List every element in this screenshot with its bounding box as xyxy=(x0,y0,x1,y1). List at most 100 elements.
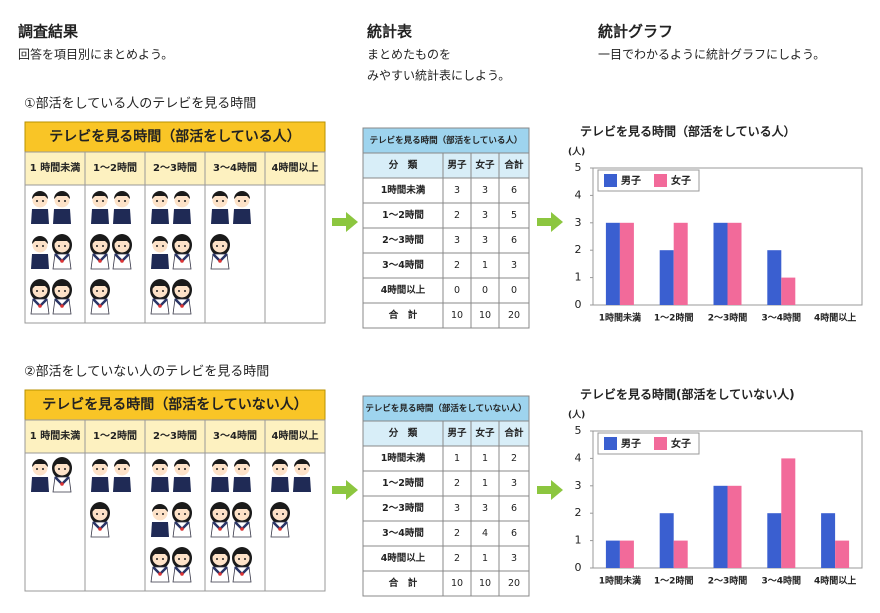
eye xyxy=(36,290,38,292)
boy-icon xyxy=(173,191,191,224)
table-label: 1～2時間 xyxy=(382,209,424,221)
eye xyxy=(156,245,158,247)
face xyxy=(152,282,168,298)
eye xyxy=(184,245,186,247)
table-number: 10 xyxy=(451,578,463,589)
hair-top xyxy=(92,191,108,199)
boy-icon xyxy=(173,459,191,492)
eye xyxy=(216,468,218,470)
table-number: 2 xyxy=(454,210,460,221)
eye xyxy=(178,468,180,470)
table-number: 2 xyxy=(454,528,460,539)
table-number: 6 xyxy=(511,528,517,539)
uniform xyxy=(91,477,109,492)
face xyxy=(272,460,288,476)
hair-top xyxy=(32,281,48,289)
hair-top xyxy=(212,549,228,557)
table-number: 6 xyxy=(511,503,517,514)
ribbon xyxy=(120,259,124,263)
girl-icon xyxy=(210,547,230,583)
tally-title: テレビを見る時間（部活をしていない人） xyxy=(42,396,308,413)
eye xyxy=(178,558,180,560)
girl-icon xyxy=(210,502,230,538)
eye xyxy=(178,290,180,292)
table-col-bg xyxy=(362,420,530,447)
eye xyxy=(178,513,180,515)
y-tick-label: 4 xyxy=(575,451,582,464)
eye xyxy=(118,468,120,470)
header-line: まとめたものを xyxy=(367,48,451,62)
face xyxy=(272,505,288,521)
table-title: テレビを見る時間（部活をしている人） xyxy=(370,135,523,146)
face xyxy=(92,282,108,298)
boy-icon xyxy=(233,191,251,224)
face xyxy=(54,192,70,208)
arrow xyxy=(332,480,358,500)
uniform xyxy=(151,522,169,537)
tally-column: 2～3時間 xyxy=(153,161,197,174)
eye xyxy=(222,558,224,560)
table-number: 3 xyxy=(482,503,488,514)
uniform xyxy=(113,477,131,492)
face xyxy=(174,550,190,566)
eye xyxy=(42,290,44,292)
eye xyxy=(184,200,186,202)
x-tick-label: 4時間以上 xyxy=(814,312,856,324)
x-tick-label: 1～2時間 xyxy=(654,575,694,587)
girl-icon xyxy=(150,547,170,583)
girl-icon xyxy=(30,279,50,315)
table-number: 3 xyxy=(454,503,460,514)
eye xyxy=(238,513,240,515)
eye xyxy=(36,245,38,247)
table-number: 10 xyxy=(451,310,463,321)
table-number: 1 xyxy=(454,453,460,464)
hair-top xyxy=(114,459,130,467)
uniform xyxy=(91,209,109,224)
ribbon xyxy=(60,304,64,308)
table-column: 女子 xyxy=(475,159,495,171)
table-column: 分 類 xyxy=(389,159,418,171)
girl-icon xyxy=(172,547,192,583)
table-number: 10 xyxy=(479,578,491,589)
eye xyxy=(216,513,218,515)
eye xyxy=(58,200,60,202)
eye xyxy=(42,245,44,247)
eye xyxy=(162,245,164,247)
legend-box xyxy=(597,432,700,455)
hair-top xyxy=(234,191,250,199)
face xyxy=(152,505,168,521)
section-title: ①部活をしている人のテレビを見る時間 xyxy=(24,97,256,112)
bar xyxy=(781,277,796,305)
eye xyxy=(184,290,186,292)
hair-top xyxy=(114,191,130,199)
table-number: 3 xyxy=(454,235,460,246)
hair-top xyxy=(272,459,288,467)
face xyxy=(152,550,168,566)
ribbon xyxy=(98,527,102,531)
table-label: 1～2時間 xyxy=(382,477,424,489)
bar xyxy=(619,540,634,568)
y-tick-label: 5 xyxy=(575,424,582,437)
hair-top xyxy=(212,191,228,199)
bar xyxy=(767,250,782,305)
eye xyxy=(162,200,164,202)
eye xyxy=(216,245,218,247)
hair-top xyxy=(174,281,190,289)
girl-icon xyxy=(232,547,252,583)
arrow xyxy=(537,480,563,500)
hair-top xyxy=(212,459,228,467)
boy-icon xyxy=(31,191,49,224)
table-label: 合 計 xyxy=(389,309,418,321)
face xyxy=(212,460,228,476)
table-number: 10 xyxy=(479,310,491,321)
girl-icon xyxy=(172,279,192,315)
eye xyxy=(42,200,44,202)
table-number: 4 xyxy=(482,528,488,539)
eye xyxy=(178,200,180,202)
ribbon xyxy=(218,259,222,263)
bar xyxy=(713,222,728,305)
boy-icon xyxy=(151,191,169,224)
girl-icon xyxy=(52,457,72,493)
uniform xyxy=(151,254,169,269)
hair-top xyxy=(92,281,108,289)
